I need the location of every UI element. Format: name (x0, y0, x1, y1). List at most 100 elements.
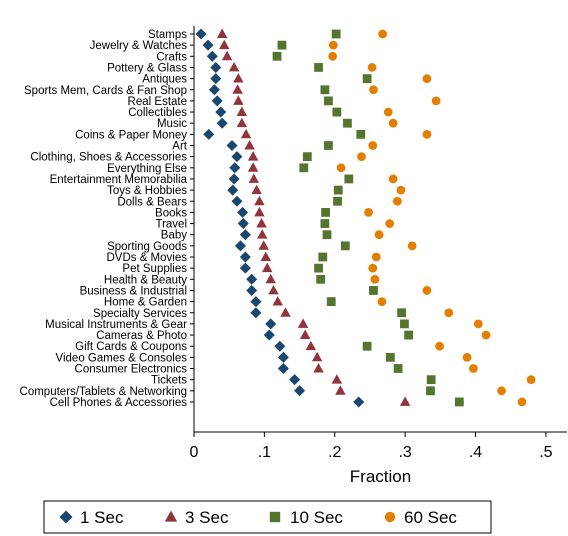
category-label: Jewelry & Watches (90, 40, 188, 52)
x-tick-label: .1 (258, 444, 271, 461)
point-60-sec (377, 297, 387, 306)
point-10-sec (400, 319, 409, 329)
point-3-sec (221, 50, 233, 61)
point-3-sec (232, 84, 243, 94)
point-60-sec (374, 230, 384, 240)
point-3-sec (305, 340, 317, 351)
legend-marker-1-sec (59, 510, 73, 524)
point-60-sec (378, 29, 388, 39)
point-10-sec (326, 297, 336, 306)
point-1-sec (250, 296, 262, 308)
point-60-sec (336, 163, 346, 173)
point-1-sec (239, 229, 251, 241)
point-60-sec (383, 107, 393, 117)
point-10-sec (318, 252, 328, 262)
point-60-sec (369, 85, 378, 95)
point-10-sec (333, 185, 343, 195)
point-60-sec (357, 152, 366, 162)
point-60-sec (468, 364, 478, 373)
point-1-sec (234, 240, 246, 252)
category-label: Coins & Paper Money (75, 129, 187, 141)
point-3-sec (254, 206, 265, 217)
legend-marker-60-sec (384, 511, 396, 523)
point-1-sec (239, 251, 251, 263)
category-label: Collectibles (128, 107, 187, 119)
point-3-sec (331, 374, 343, 384)
point-10-sec (332, 107, 342, 117)
point-1-sec (294, 385, 306, 397)
point-10-sec (322, 230, 332, 240)
x-tick-label: .5 (539, 444, 552, 461)
point-10-sec (333, 196, 342, 206)
point-10-sec (404, 330, 414, 340)
point-3-sec (247, 162, 259, 172)
category-label: Sports Mem, Cards & Fan Shop (24, 85, 187, 97)
category-label: Health & Beauty (104, 274, 187, 286)
point-3-sec (236, 117, 248, 128)
point-1-sec (202, 39, 214, 51)
point-10-sec (299, 163, 309, 173)
point-3-sec (311, 351, 323, 362)
point-3-sec (247, 151, 259, 161)
point-10-sec (314, 263, 323, 273)
category-label: Specialty Services (93, 308, 187, 320)
legend-box (43, 500, 492, 534)
point-60-sec (497, 386, 506, 396)
point-10-sec (397, 308, 407, 318)
point-60-sec (422, 74, 432, 83)
point-10-sec (426, 375, 436, 385)
point-60-sec (407, 241, 417, 251)
category-label: Sporting Goods (107, 241, 187, 253)
category-label: Computers/Tablets & Networking (20, 386, 187, 398)
point-1-sec (208, 84, 220, 96)
legend-marker-10-sec (269, 511, 281, 523)
point-3-sec (399, 396, 411, 406)
point-60-sec (435, 341, 445, 351)
x-axis-title: Fraction (350, 467, 411, 486)
point-10-sec (393, 364, 403, 373)
point-1-sec (265, 318, 277, 330)
point-3-sec (265, 273, 276, 284)
point-10-sec (340, 241, 350, 251)
point-60-sec (422, 286, 432, 295)
point-1-sec (246, 284, 258, 296)
category-label: Dolls & Bears (117, 196, 187, 208)
data-points (195, 28, 536, 408)
point-10-sec (362, 74, 372, 83)
point-1-sec (277, 363, 289, 374)
point-3-sec (236, 106, 248, 117)
point-60-sec (431, 96, 441, 106)
point-10-sec (316, 274, 326, 284)
category-label: Entertainment Memorabilia (50, 174, 188, 186)
point-3-sec (228, 61, 240, 72)
point-1-sec (231, 195, 243, 207)
point-1-sec (250, 307, 262, 319)
x-tick-label: .2 (328, 444, 341, 461)
point-60-sec (371, 252, 381, 262)
point-60-sec (388, 174, 398, 184)
point-3-sec (244, 140, 255, 150)
point-1-sec (228, 173, 240, 185)
point-1-sec (229, 162, 241, 174)
point-1-sec (246, 273, 258, 285)
plot-frame (193, 26, 567, 433)
point-1-sec (226, 140, 238, 151)
point-10-sec (321, 208, 331, 217)
point-60-sec (368, 141, 378, 150)
category-label: Books (155, 207, 187, 219)
point-3-sec (260, 251, 272, 261)
point-1-sec (263, 329, 275, 341)
point-1-sec (203, 128, 215, 140)
point-60-sec (481, 330, 491, 340)
point-3-sec (257, 229, 268, 239)
category-label: Baby (161, 230, 187, 242)
point-60-sec (526, 375, 536, 385)
point-3-sec (335, 385, 346, 395)
legend-label-10-sec: 10 Sec (290, 508, 343, 527)
point-10-sec (324, 141, 333, 150)
category-label: Crafts (156, 51, 187, 63)
point-60-sec (388, 118, 398, 128)
point-1-sec (227, 184, 239, 196)
category-label: Real Estate (128, 96, 187, 108)
